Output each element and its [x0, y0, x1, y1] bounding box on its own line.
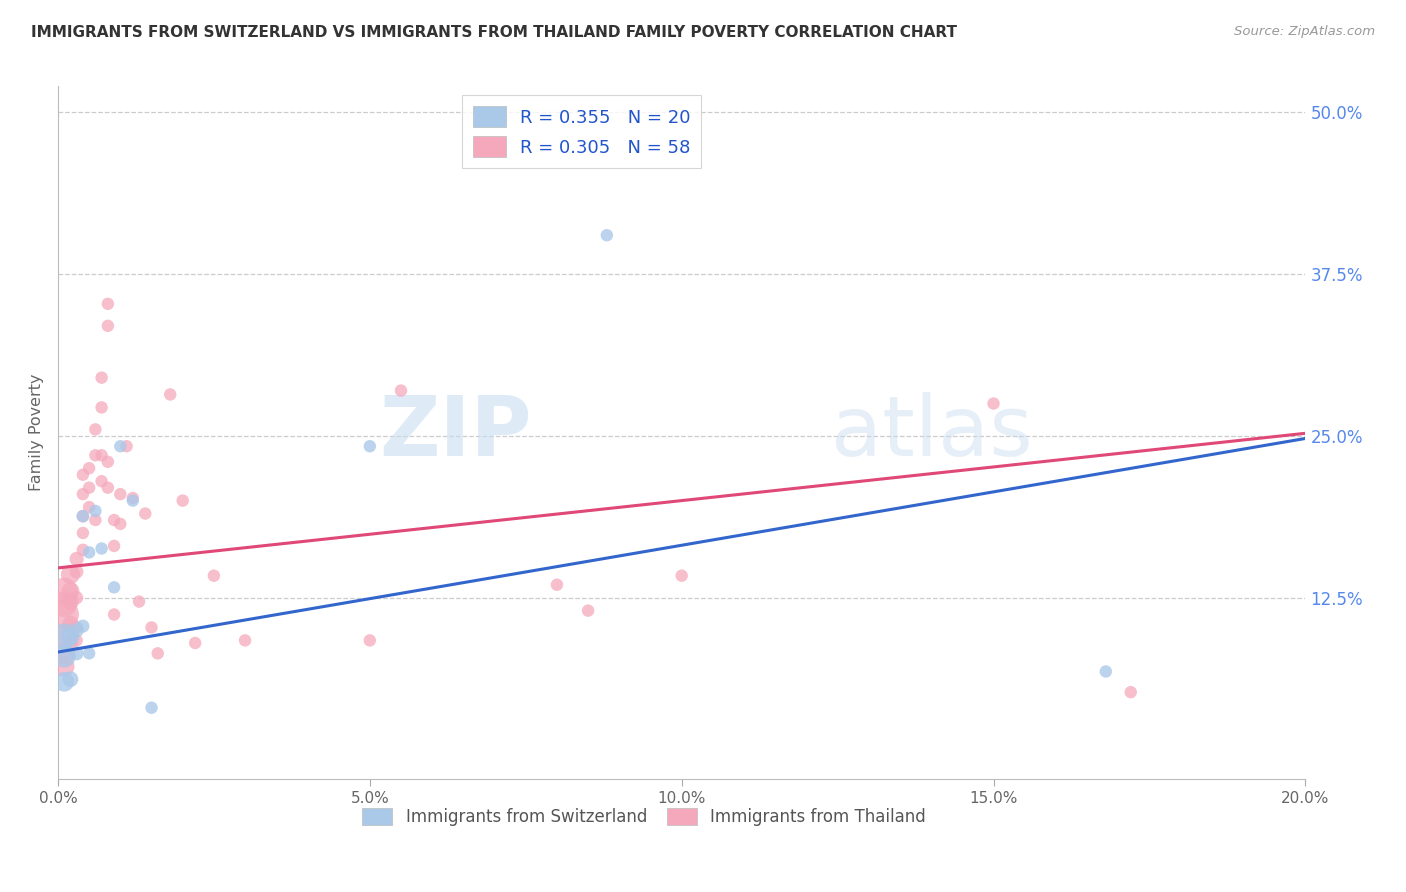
Point — [72, 487, 94, 501]
Point — [90, 474, 112, 488]
Point — [59, 616, 82, 631]
Point — [983, 396, 1005, 410]
Point — [53, 584, 76, 599]
Point — [66, 620, 89, 634]
Point — [141, 620, 163, 634]
Point — [184, 636, 207, 650]
Point — [59, 672, 82, 686]
Point — [233, 633, 256, 648]
Point — [84, 513, 107, 527]
Point — [53, 646, 76, 660]
Point — [389, 384, 412, 398]
Point — [90, 370, 112, 384]
Point — [596, 228, 619, 243]
Point — [115, 439, 138, 453]
Point — [77, 500, 100, 514]
Point — [59, 630, 82, 644]
Point — [90, 541, 112, 556]
Point — [53, 607, 76, 622]
Point — [84, 422, 107, 436]
Point — [90, 401, 112, 415]
Point — [110, 487, 132, 501]
Point — [59, 594, 82, 608]
Point — [97, 297, 120, 311]
Y-axis label: Family Poverty: Family Poverty — [30, 374, 44, 491]
Point — [128, 594, 150, 608]
Point — [90, 448, 112, 462]
Point — [1094, 665, 1116, 679]
Point — [53, 597, 76, 611]
Point — [576, 604, 599, 618]
Point — [202, 568, 225, 582]
Point — [146, 646, 169, 660]
Point — [66, 646, 89, 660]
Point — [110, 516, 132, 531]
Point — [77, 481, 100, 495]
Point — [77, 545, 100, 559]
Point — [84, 504, 107, 518]
Point — [134, 507, 156, 521]
Point — [103, 607, 125, 622]
Point — [66, 623, 89, 637]
Point — [1119, 685, 1142, 699]
Point — [84, 448, 107, 462]
Point — [72, 542, 94, 557]
Point — [72, 509, 94, 524]
Point — [72, 619, 94, 633]
Point — [77, 461, 100, 475]
Point — [359, 439, 381, 453]
Point — [97, 455, 120, 469]
Point — [103, 513, 125, 527]
Point — [59, 584, 82, 599]
Point — [59, 567, 82, 582]
Point — [103, 539, 125, 553]
Text: ZIP: ZIP — [380, 392, 531, 473]
Point — [53, 659, 76, 673]
Point — [172, 493, 194, 508]
Point — [66, 552, 89, 566]
Point — [53, 648, 76, 663]
Point — [77, 646, 100, 660]
Point — [121, 491, 143, 505]
Point — [72, 509, 94, 524]
Point — [72, 467, 94, 482]
Point — [97, 481, 120, 495]
Point — [159, 387, 181, 401]
Point — [66, 633, 89, 648]
Point — [671, 568, 693, 582]
Text: Source: ZipAtlas.com: Source: ZipAtlas.com — [1234, 25, 1375, 38]
Point — [66, 565, 89, 579]
Point — [53, 630, 76, 644]
Point — [141, 700, 163, 714]
Point — [97, 318, 120, 333]
Point — [59, 636, 82, 650]
Text: atlas: atlas — [831, 392, 1033, 473]
Text: IMMIGRANTS FROM SWITZERLAND VS IMMIGRANTS FROM THAILAND FAMILY POVERTY CORRELATI: IMMIGRANTS FROM SWITZERLAND VS IMMIGRANT… — [31, 25, 957, 40]
Point — [546, 578, 568, 592]
Point — [110, 439, 132, 453]
Point — [66, 591, 89, 605]
Legend: Immigrants from Switzerland, Immigrants from Thailand: Immigrants from Switzerland, Immigrants … — [356, 801, 932, 833]
Point — [121, 493, 143, 508]
Point — [72, 525, 94, 540]
Point — [53, 630, 76, 644]
Point — [103, 580, 125, 594]
Point — [53, 674, 76, 689]
Point — [359, 633, 381, 648]
